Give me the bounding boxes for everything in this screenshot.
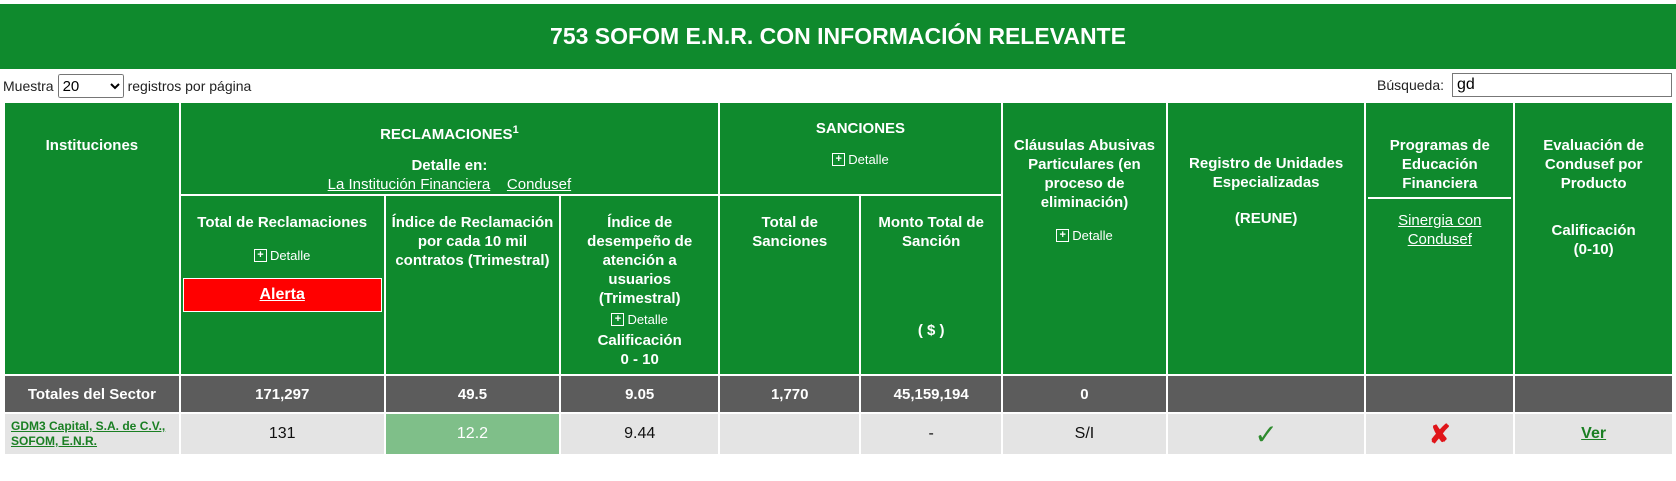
header-sanciones: SANCIONES + Detalle [719, 103, 1001, 194]
header-evaluacion: Evaluación de Condusef por Producto Cali… [1515, 103, 1672, 374]
link-condusef[interactable]: Condusef [506, 176, 572, 193]
header-total-sanciones: Total de Sanciones [719, 196, 860, 374]
calificacion-eval-label: Calificación (0-10) [1551, 222, 1636, 258]
clausulas-detalle-button[interactable]: + Detalle [1056, 226, 1113, 245]
totals-total-reclamaciones: 171,297 [180, 376, 384, 412]
check-icon: ✓ [1254, 418, 1278, 450]
totals-reune [1167, 376, 1365, 412]
plus-icon: + [253, 249, 267, 262]
totals-label: Totales del Sector [5, 376, 179, 412]
row-evaluacion: Ver [1515, 414, 1672, 454]
desempeno-detalle-button[interactable]: + Detalle [611, 310, 668, 329]
header-total-reclamaciones: Total de Reclamaciones + Detalle Alerta [180, 196, 384, 374]
header-clausulas: Cláusulas Abusivas Particulares (en proc… [1002, 103, 1166, 374]
monto-total-label: Monto Total de Sanción [878, 214, 984, 250]
calificacion-range-label: 0 - 10 [620, 351, 659, 368]
totals-clausulas: 0 [1002, 376, 1166, 412]
row-programas: ✘ [1366, 414, 1514, 454]
indice-reclamacion-label: Índice de Reclamación por cada 10 mil co… [391, 214, 554, 269]
page-title: 753 SOFOM E.N.R. CON INFORMACIÓN RELEVAN… [0, 4, 1676, 69]
programas-label: Programas de Educación Financiera [1389, 137, 1490, 192]
row-reune: ✓ [1167, 414, 1365, 454]
header-programas: Programas de Educación Financiera Sinerg… [1366, 103, 1514, 374]
header-instituciones-label: Instituciones [45, 137, 139, 154]
detalle-label: Detalle [848, 152, 889, 167]
search-label: Búsqueda: [1377, 77, 1444, 93]
detalle-label: Detalle [269, 248, 311, 263]
institutions-table: Instituciones RECLAMACIONES1 Detalle en:… [3, 101, 1674, 456]
ver-link[interactable]: Ver [1581, 425, 1607, 442]
programas-divider [1368, 197, 1512, 199]
header-instituciones: Instituciones [5, 103, 179, 374]
alerta-button[interactable]: Alerta [182, 278, 382, 312]
evaluacion-label: Evaluación de Condusef por Producto [1543, 137, 1645, 192]
totals-indice-desempeno: 9.05 [561, 376, 718, 412]
detalle-en-label: Detalle en: [411, 157, 488, 174]
totals-evaluacion [1515, 376, 1672, 412]
header-indice-reclamacion: Índice de Reclamación por cada 10 mil co… [385, 196, 560, 374]
detalle-label: Detalle [1072, 228, 1113, 243]
cross-icon: ✘ [1428, 418, 1451, 449]
show-prefix-label: Muestra [3, 78, 54, 94]
reclamaciones-label: RECLAMACIONES [380, 126, 513, 143]
plus-icon: + [832, 153, 846, 166]
total-reclamaciones-label: Total de Reclamaciones [197, 214, 368, 231]
table-controls: Muestra 20 registros por página Búsqueda… [0, 72, 1676, 100]
show-suffix-label: registros por página [127, 78, 252, 94]
institution-link[interactable]: GDM3 Capital, S.A. de C.V., SOFOM, E.N.R… [11, 419, 166, 448]
reune-label: Registro de Unidades Especializadas [1189, 155, 1344, 191]
totals-monto-total: 45,159,194 [861, 376, 1001, 412]
totals-programas [1366, 376, 1514, 412]
sanciones-label: SANCIONES [815, 120, 906, 137]
table-row: GDM3 Capital, S.A. de C.V., SOFOM, E.N.R… [5, 414, 1672, 454]
row-indice-reclamacion: 12.2 [385, 414, 560, 454]
totals-total-sanciones: 1,770 [719, 376, 860, 412]
clausulas-label: Cláusulas Abusivas Particulares (en proc… [1013, 137, 1156, 211]
calificacion-label: Calificación [597, 332, 682, 349]
total-sanciones-label: Total de Sanciones [752, 214, 828, 250]
row-total-sanciones [719, 414, 860, 454]
monto-unit-label: ( $ ) [917, 322, 945, 339]
plus-icon: + [611, 313, 625, 326]
row-total-reclamaciones: 131 [180, 414, 384, 454]
search-input[interactable] [1452, 73, 1672, 97]
page-size-select[interactable]: 20 [57, 74, 124, 98]
reclamaciones-footnote: 1 [512, 124, 519, 136]
header-reune: Registro de Unidades Especializadas (REU… [1167, 103, 1365, 374]
reune-abbr-label: (REUNE) [1234, 210, 1298, 227]
page-size-control: Muestra 20 registros por página [3, 74, 251, 98]
totals-indice-reclamacion: 49.5 [385, 376, 560, 412]
row-clausulas: S/I [1002, 414, 1166, 454]
search-control: Búsqueda: [1377, 73, 1672, 97]
row-indice-desempeno: 9.44 [561, 414, 718, 454]
link-sinergia[interactable]: Sinergia con Condusef [1398, 212, 1482, 248]
detalle-label: Detalle [627, 312, 668, 327]
indice-desempeno-label: Índice de desempeño de atención a usuari… [587, 214, 693, 307]
header-indice-desempeno: Índice de desempeño de atención a usuari… [561, 196, 718, 374]
header-monto-total: Monto Total de Sanción ( $ ) [861, 196, 1001, 374]
row-institution-cell: GDM3 Capital, S.A. de C.V., SOFOM, E.N.R… [5, 414, 179, 454]
reclamaciones-detalle-button[interactable]: + Detalle [253, 246, 311, 265]
row-monto-total: - [861, 414, 1001, 454]
link-institucion-financiera[interactable]: La Institución Financiera [327, 176, 491, 193]
header-reclamaciones: RECLAMACIONES1 Detalle en: La Institució… [180, 103, 718, 194]
totals-row: Totales del Sector 171,297 49.5 9.05 1,7… [5, 376, 1672, 412]
plus-icon: + [1056, 229, 1070, 242]
sanciones-detalle-button[interactable]: + Detalle [832, 150, 889, 169]
